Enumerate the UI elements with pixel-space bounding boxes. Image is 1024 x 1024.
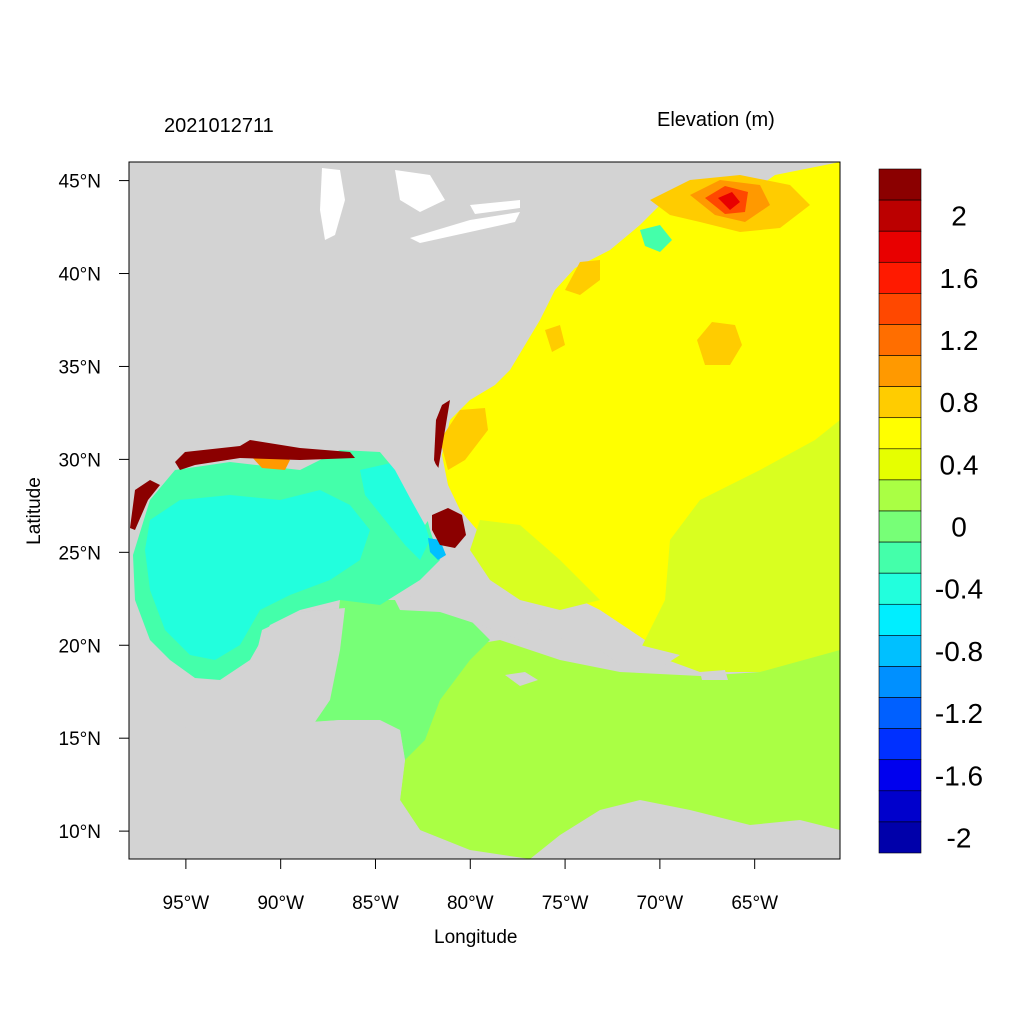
colorbar: 2 1.6 1.2 0.8 0.4 0 -0.4 -0.8 -1.2 -1.6 -2 [878, 168, 983, 854]
y-tick-label: 35°N [59, 357, 101, 378]
x-tick-label: 95°W [163, 893, 210, 914]
south-america-coast [530, 800, 840, 859]
cuba-island [395, 592, 580, 650]
caribbean-sea-region [400, 640, 840, 859]
carolina-coast-patch [440, 408, 488, 470]
x-axis-ticks: 95°W 90°W 85°W 80°W 75°W 70°W 65°W [163, 859, 778, 914]
colorbar-swatch [878, 448, 922, 481]
x-tick-label: 85°W [352, 893, 399, 914]
hispaniola-island [600, 645, 680, 668]
great-lakes-michigan [320, 168, 345, 240]
colorbar-swatch [878, 230, 922, 263]
gulf-interior-region [145, 490, 370, 660]
colorbar-label: -0.4 [935, 574, 983, 605]
florida-peninsula [380, 450, 445, 525]
y-tick-label: 25°N [59, 543, 101, 564]
colorbar-swatch [878, 293, 922, 325]
south-florida-flood [432, 508, 466, 548]
map-panel: 95°W 90°W 85°W 80°W 75°W 70°W 65°W 45°N 40°N 35°… [59, 161, 841, 914]
atlantic-southeast-region [640, 420, 840, 672]
colorbar-label: 0.4 [940, 449, 979, 480]
y-tick-label: 30°N [59, 450, 101, 471]
colorbar-swatch [878, 666, 922, 698]
colorbar-label: 1.6 [940, 263, 979, 294]
florida-coast-blue [428, 538, 446, 560]
bahamas-banks-region [470, 520, 600, 610]
colorbar-swatch [878, 355, 922, 387]
colorbar-label: -0.8 [935, 636, 983, 667]
y-tick-label: 20°N [59, 636, 101, 657]
timestamp-title: 2021012711 [164, 115, 274, 137]
y-tick-label: 45°N [59, 172, 101, 193]
jamaica-island [505, 672, 538, 686]
west-florida-shelf-region [360, 462, 430, 560]
x-tick-label: 80°W [447, 893, 494, 914]
x-tick-label: 70°W [637, 893, 684, 914]
colorbar-swatch [878, 759, 922, 792]
colorbar-label: 0.8 [940, 387, 979, 418]
x-tick-label: 65°W [731, 893, 778, 914]
colorbar-swatch [878, 417, 922, 450]
colorbar-swatch [878, 168, 922, 201]
y-tick-label: 10°N [59, 822, 101, 843]
colorbar-swatch [878, 386, 922, 419]
colorbar-swatch [878, 697, 922, 729]
x-tick-label: 75°W [542, 893, 589, 914]
puerto-rico-island [700, 670, 728, 680]
y-tick-label: 40°N [59, 265, 101, 286]
colorbar-label: -1.6 [935, 760, 983, 791]
x-tick-label: 90°W [257, 893, 304, 914]
chesapeake-patch [545, 325, 565, 352]
colorbar-swatch [878, 541, 922, 574]
colorbar-swatch [878, 199, 922, 232]
colorbar-swatch [878, 510, 922, 543]
new-jersey-patch [565, 260, 600, 295]
x-axis-label: Longitude [434, 927, 518, 948]
cape-cod-cyan [640, 225, 672, 252]
y-axis-ticks: 45°N 40°N 35°N 30°N 25°N 20°N 15°N 10°N [59, 172, 129, 843]
map-frame [128, 161, 841, 860]
great-lakes-huron [395, 170, 445, 212]
gulf-coast-red-fringe [175, 440, 355, 470]
yucatan-peninsula [250, 608, 345, 722]
bay-of-fundy-peak [718, 192, 740, 210]
colorbar-swatch [878, 572, 922, 605]
colorbar-label: -2 [947, 822, 972, 853]
y-tick-label: 15°N [59, 729, 101, 750]
colorbar-swatch [878, 790, 922, 823]
field-title: Elevation (m) [657, 109, 775, 131]
y-axis-label: Latitude [24, 477, 45, 545]
great-lakes-erie [410, 212, 520, 243]
colorbar-label: 2 [951, 201, 967, 232]
colorbar-swatch [878, 479, 922, 512]
texas-coast-fringe [130, 480, 160, 530]
colorbar-label: -1.2 [935, 698, 983, 729]
western-caribbean-region [315, 600, 490, 760]
colorbar-swatch [878, 635, 922, 667]
great-lakes-ontario [470, 200, 520, 214]
east-coast-fringe [434, 400, 450, 470]
colorbar-swatch [878, 603, 922, 636]
colorbar-swatch [878, 728, 922, 761]
mid-atlantic-patch [697, 322, 742, 365]
colorbar-swatch [878, 324, 922, 356]
colorbar-swatch [878, 821, 922, 854]
colorbar-label: 0 [951, 512, 967, 543]
central-america [129, 720, 440, 859]
colorbar-label: 1.2 [940, 325, 979, 356]
colorbar-swatch [878, 261, 922, 294]
